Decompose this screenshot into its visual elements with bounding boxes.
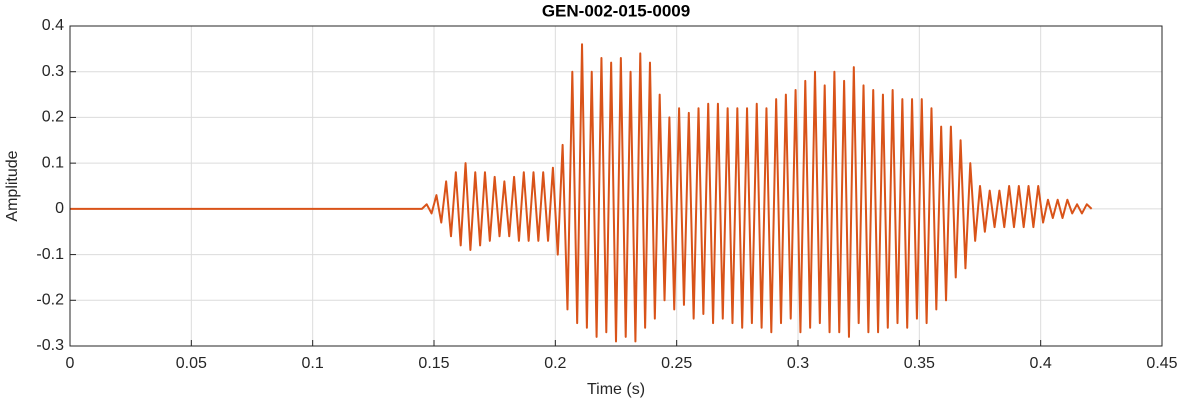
x-tick-label: 0.1 bbox=[302, 355, 324, 372]
waveform-line bbox=[70, 43, 1093, 343]
x-tick-label: 0.35 bbox=[904, 355, 935, 372]
y-tick-label: 0.4 bbox=[42, 17, 64, 34]
y-tick-label: 0.3 bbox=[42, 63, 64, 80]
y-tick-label: -0.1 bbox=[36, 246, 64, 263]
x-tick-label: 0.05 bbox=[176, 355, 207, 372]
chart-title: GEN-002-015-0009 bbox=[542, 1, 690, 20]
x-tick-label: 0.45 bbox=[1146, 355, 1177, 372]
x-tick-label: 0.15 bbox=[418, 355, 449, 372]
y-tick-label: 0.1 bbox=[42, 154, 64, 171]
y-axis-label: Amplitude bbox=[4, 150, 21, 221]
x-tick-label: 0.3 bbox=[787, 355, 809, 372]
x-tick-label: 0 bbox=[66, 355, 75, 372]
x-axis-label: Time (s) bbox=[587, 381, 645, 398]
y-tick-label: 0.2 bbox=[42, 109, 64, 126]
y-tick-label: -0.2 bbox=[36, 292, 64, 309]
x-tick-label: 0.25 bbox=[661, 355, 692, 372]
x-tick-label: 0.4 bbox=[1030, 355, 1052, 372]
y-tick-label: 0 bbox=[55, 200, 64, 217]
plot-frame bbox=[69, 25, 1163, 347]
y-tick-label: -0.3 bbox=[36, 337, 64, 354]
x-tick-label: 0.2 bbox=[544, 355, 566, 372]
